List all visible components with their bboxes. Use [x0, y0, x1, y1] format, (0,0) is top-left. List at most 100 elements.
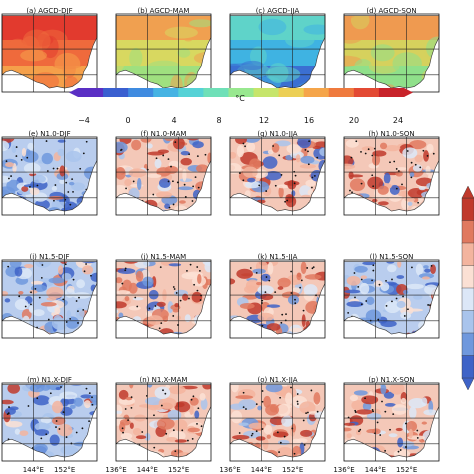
- bias-patch: [28, 305, 34, 313]
- panel-frame: [343, 136, 440, 216]
- bias-patch: [407, 201, 413, 206]
- bias-colorbar-segment: [461, 310, 474, 334]
- significance-dot: [162, 154, 165, 157]
- significance-dot: [312, 266, 315, 268]
- bias-patch: [24, 263, 34, 269]
- map-panel: (p) N1.X-SON: [343, 376, 440, 462]
- significance-dot: [407, 308, 409, 311]
- significance-dot: [364, 152, 367, 155]
- significance-dot: [350, 156, 353, 159]
- bias-patch: [189, 403, 194, 415]
- field-patch: [147, 15, 162, 38]
- bias-patch: [131, 139, 142, 151]
- significance-dot: [384, 410, 387, 413]
- bias-patch: [84, 400, 91, 409]
- longitude-tick-label: 152°E: [282, 466, 303, 474]
- bias-patch: [409, 172, 415, 178]
- significance-dot: [172, 203, 175, 206]
- significance-dot: [127, 419, 129, 422]
- significance-dot: [49, 392, 52, 395]
- bias-patch: [374, 280, 383, 287]
- significance-dot: [130, 406, 133, 409]
- map-panel: (c) AGCD-JJA: [229, 7, 326, 93]
- significance-dot: [293, 182, 296, 185]
- significance-dot: [29, 186, 31, 188]
- longitude-tick-label: 144°E: [251, 466, 272, 474]
- significance-dot: [397, 170, 400, 172]
- bias-patch: [271, 143, 280, 153]
- significance-dot: [242, 391, 245, 394]
- significance-dot: [158, 327, 161, 330]
- significance-dot: [60, 386, 62, 388]
- bias-patch: [396, 275, 405, 279]
- bias-patch: [2, 140, 10, 152]
- significance-dot: [198, 269, 201, 272]
- bias-patch: [349, 394, 359, 402]
- colorbar-segment: [153, 88, 179, 97]
- panel-title: (k) N1.5-JJA: [258, 253, 298, 261]
- colorbar-segment: [203, 88, 229, 97]
- bias-patch: [124, 179, 132, 186]
- bias-patch: [344, 163, 356, 170]
- significance-dot: [389, 428, 391, 431]
- bias-patch: [116, 167, 126, 180]
- significance-dot: [293, 452, 296, 455]
- bias-patch: [300, 429, 313, 437]
- bias-patch: [238, 422, 249, 426]
- panel-frame: [229, 259, 326, 339]
- bias-patch: [384, 403, 396, 407]
- significance-dot: [36, 397, 39, 400]
- significance-dot: [354, 409, 357, 412]
- field-patch: [370, 44, 395, 62]
- bias-patch: [179, 178, 193, 183]
- bias-patch: [180, 150, 190, 156]
- bias-patch: [57, 265, 64, 275]
- significance-dot: [358, 430, 360, 433]
- bias-patch: [272, 431, 289, 438]
- significance-dot: [64, 263, 67, 266]
- colorbar-segment: [103, 88, 129, 97]
- colorbar-min-arrow: [69, 88, 78, 97]
- field-patch: [146, 60, 182, 75]
- significance-dot: [77, 322, 79, 324]
- significance-dot: [397, 450, 400, 453]
- panel-frame: [1, 382, 98, 462]
- significance-dot: [265, 276, 268, 278]
- significance-dot: [367, 148, 370, 151]
- significance-dot: [239, 172, 241, 174]
- significance-dot: [188, 297, 190, 300]
- bias-patch: [116, 290, 130, 295]
- significance-dot: [134, 296, 137, 299]
- significance-dot: [191, 437, 194, 440]
- bias-patch: [377, 185, 389, 195]
- bias-patch: [277, 439, 290, 446]
- field-band: [2, 15, 97, 28]
- bias-patch: [33, 192, 48, 202]
- bias-colorbar-segment: [461, 220, 474, 244]
- map-panel: (e) N1.0-DJF: [1, 130, 98, 216]
- panel-title: (h) N1.0-SON: [368, 130, 414, 138]
- bias-patch: [396, 300, 406, 309]
- significance-dot: [141, 431, 144, 433]
- bias-patch: [430, 264, 436, 275]
- bias-patch: [346, 433, 352, 439]
- bias-patch: [266, 434, 271, 439]
- bias-patch: [22, 150, 39, 163]
- bias-colorbar-segment: [461, 242, 474, 267]
- field-patch: [170, 74, 183, 89]
- bias-patch: [135, 270, 144, 282]
- significance-dot: [430, 264, 433, 267]
- bias-patch: [148, 289, 159, 300]
- bias-patch: [395, 427, 403, 432]
- field-patch: [344, 55, 363, 67]
- significance-dot: [354, 296, 356, 299]
- bias-patch: [277, 286, 284, 290]
- significance-dot: [199, 299, 202, 301]
- bias-patch: [116, 410, 123, 414]
- significance-dot: [426, 154, 429, 157]
- significance-dot: [364, 397, 366, 400]
- bias-patch: [403, 289, 409, 295]
- significance-dot: [58, 428, 61, 430]
- bias-patch: [265, 384, 283, 393]
- significance-dot: [72, 278, 75, 281]
